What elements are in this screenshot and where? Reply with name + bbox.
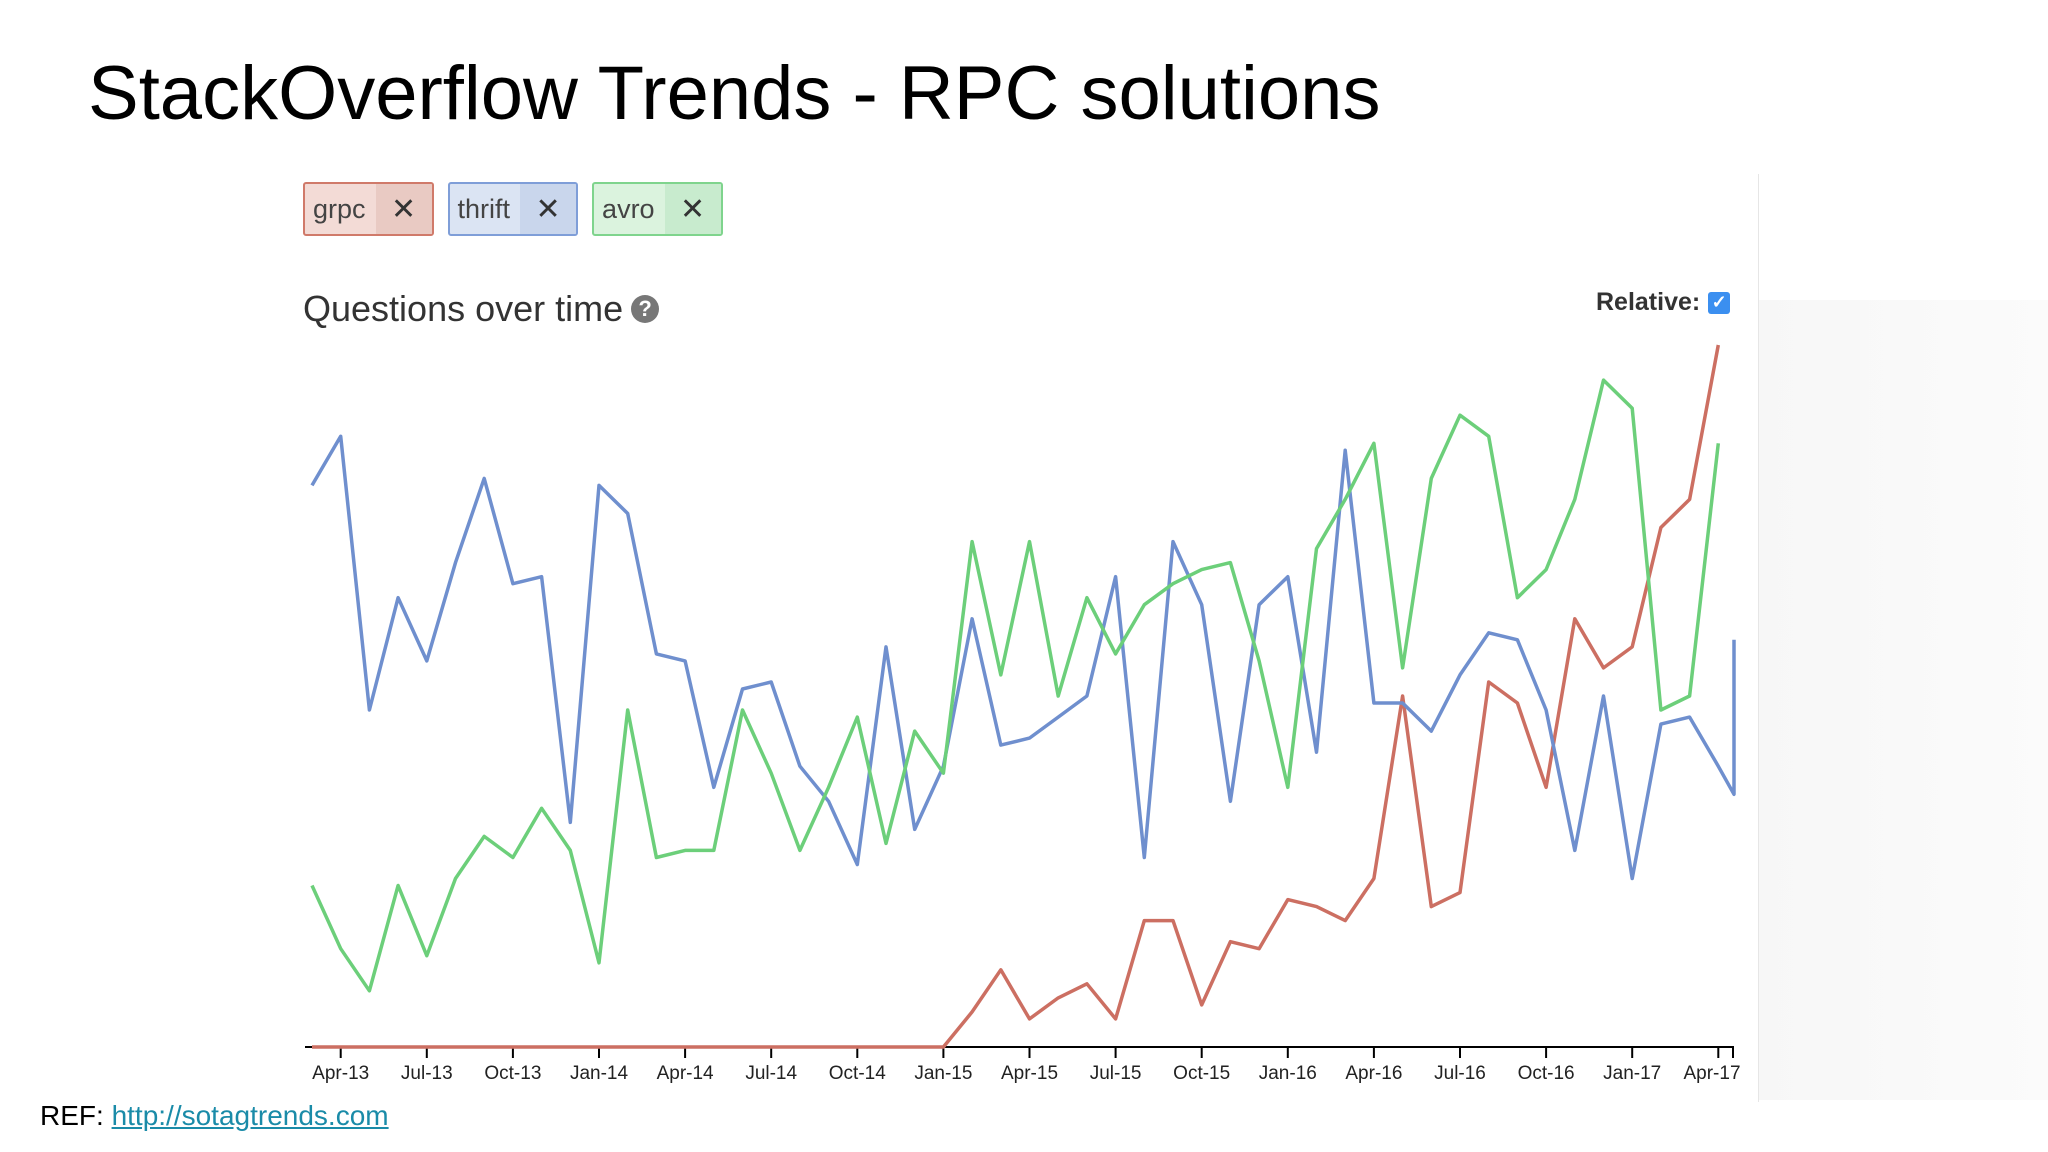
x-tick-label: Oct-14 bbox=[829, 1063, 886, 1084]
close-icon[interactable]: ✕ bbox=[664, 184, 721, 234]
x-tick-label: Oct-15 bbox=[1173, 1063, 1230, 1084]
tag-filter-bar: grpc ✕ thrift ✕ avro ✕ bbox=[303, 182, 723, 236]
tag-label: thrift bbox=[457, 193, 511, 224]
reference-line: REF: http://sotagtrends.com bbox=[40, 1100, 389, 1132]
x-tick-label: Apr-14 bbox=[657, 1063, 714, 1084]
help-icon[interactable]: ? bbox=[631, 295, 660, 323]
relative-label: Relative: bbox=[1596, 288, 1701, 316]
x-tick-label: Apr-15 bbox=[1001, 1063, 1058, 1084]
x-tick-label: Apr-16 bbox=[1345, 1063, 1402, 1084]
chart-title-text: Questions over time bbox=[303, 288, 624, 329]
x-tick-label: Jul-14 bbox=[745, 1063, 797, 1084]
x-tick-label: Oct-16 bbox=[1518, 1063, 1575, 1084]
x-tick-label: Jul-16 bbox=[1434, 1063, 1486, 1084]
tag-label: grpc bbox=[313, 193, 366, 224]
x-tick-label: Jul-13 bbox=[401, 1063, 453, 1084]
slide-title: StackOverflow Trends - RPC solutions bbox=[88, 51, 1381, 136]
close-icon[interactable]: ✕ bbox=[520, 184, 577, 234]
ref-prefix: REF: bbox=[40, 1100, 104, 1131]
panel-background bbox=[1758, 300, 2048, 1100]
x-tick-label: Jan-17 bbox=[1603, 1063, 1661, 1084]
relative-checkbox[interactable]: ✓ bbox=[1708, 291, 1731, 314]
chart-title: Questions over time ? bbox=[303, 288, 660, 330]
tag-avro[interactable]: avro ✕ bbox=[592, 182, 723, 236]
x-tick-label: Jan-15 bbox=[914, 1063, 972, 1084]
tag-grpc[interactable]: grpc ✕ bbox=[303, 182, 434, 236]
x-tick-label: Apr-17 bbox=[1683, 1063, 1740, 1084]
series-line-grpc bbox=[312, 344, 1721, 1049]
series-line-avro bbox=[310, 378, 1721, 993]
close-icon[interactable]: ✕ bbox=[375, 184, 432, 234]
tag-label: avro bbox=[602, 193, 655, 224]
ref-link[interactable]: http://sotagtrends.com bbox=[111, 1100, 389, 1131]
x-tick-label: Oct-13 bbox=[484, 1063, 541, 1084]
x-tick-label: Jan-14 bbox=[570, 1063, 629, 1084]
relative-toggle[interactable]: Relative: ✓ bbox=[1596, 288, 1731, 317]
x-tick-label: Jan-16 bbox=[1259, 1063, 1317, 1084]
x-tick-label: Jul-15 bbox=[1090, 1063, 1142, 1084]
tag-thrift[interactable]: thrift ✕ bbox=[447, 182, 579, 236]
x-tick-label: Apr-13 bbox=[312, 1063, 369, 1084]
series-line-thrift bbox=[310, 434, 1736, 881]
